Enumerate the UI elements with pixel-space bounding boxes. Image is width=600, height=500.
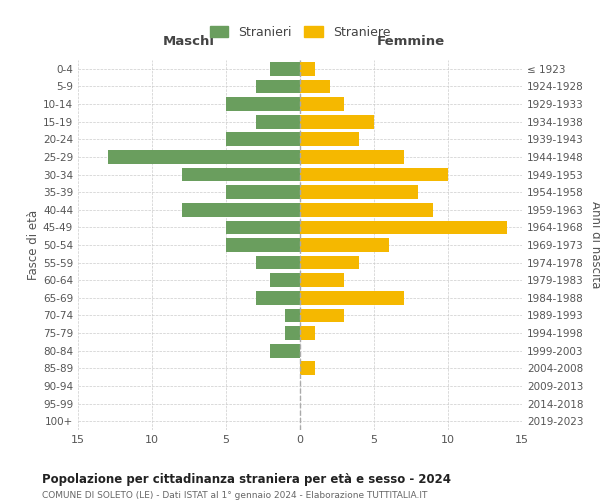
Bar [300,168,448,181]
Bar [300,256,359,270]
Bar [256,291,300,304]
Bar [271,274,300,287]
Bar [256,115,300,128]
Bar [107,150,300,164]
Bar [226,97,300,111]
Bar [300,132,359,146]
Bar [285,326,300,340]
Legend: Stranieri, Straniere: Stranieri, Straniere [206,22,394,42]
Text: COMUNE DI SOLETO (LE) - Dati ISTAT al 1° gennaio 2024 - Elaborazione TUTTITALIA.: COMUNE DI SOLETO (LE) - Dati ISTAT al 1°… [42,491,427,500]
Bar [285,308,300,322]
Bar [182,168,300,181]
Bar [300,308,344,322]
Bar [300,326,315,340]
Y-axis label: Fasce di età: Fasce di età [27,210,40,280]
Text: Maschi: Maschi [163,34,215,48]
Bar [300,238,389,252]
Bar [226,220,300,234]
Bar [300,362,315,375]
Bar [226,238,300,252]
Bar [300,291,404,304]
Bar [271,62,300,76]
Bar [300,274,344,287]
Bar [300,150,404,164]
Bar [300,186,418,199]
Bar [271,344,300,358]
Bar [300,203,433,216]
Bar [226,132,300,146]
Text: Femmine: Femmine [377,34,445,48]
Bar [226,186,300,199]
Text: Popolazione per cittadinanza straniera per età e sesso - 2024: Popolazione per cittadinanza straniera p… [42,472,451,486]
Bar [300,97,344,111]
Bar [256,80,300,94]
Bar [300,62,315,76]
Bar [182,203,300,216]
Bar [300,80,329,94]
Bar [256,256,300,270]
Y-axis label: Anni di nascita: Anni di nascita [589,202,600,288]
Bar [300,115,374,128]
Bar [300,220,507,234]
